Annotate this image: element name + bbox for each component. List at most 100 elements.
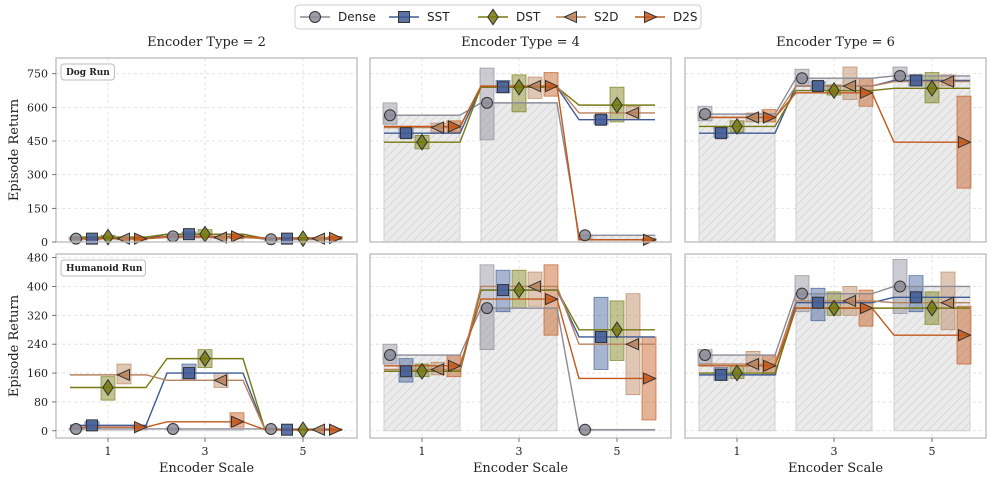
series-line-dense xyxy=(699,75,970,115)
y-tick-label: 750 xyxy=(27,68,48,81)
legend-marker-dense xyxy=(309,11,321,23)
panel-frame xyxy=(369,253,672,439)
dense-bar xyxy=(698,113,776,243)
marker-sst xyxy=(910,291,922,304)
marker-s2d xyxy=(527,280,541,293)
y-tick-label: 320 xyxy=(27,309,48,322)
marker-s2d xyxy=(430,363,444,376)
marker-s2d xyxy=(430,121,444,134)
marker-sst xyxy=(910,74,922,87)
y-tick-label: 160 xyxy=(27,367,48,380)
marker-sst xyxy=(86,232,98,245)
marker-d2s xyxy=(643,372,657,385)
legend-label-dense: Dense xyxy=(338,10,376,24)
marker-d2s xyxy=(329,423,343,436)
marker-dense xyxy=(265,422,277,435)
marker-d2s xyxy=(958,135,972,149)
marker-sst xyxy=(715,368,727,381)
legend-entry-dst: DST xyxy=(478,8,541,26)
y-axis-label: Episode Return xyxy=(7,294,22,397)
x-tick-label: 1 xyxy=(419,445,426,458)
x-tick-label: 1 xyxy=(105,445,112,458)
panel-humanoid-run-col2: 1 3 5 Encoder Scale xyxy=(369,253,672,476)
panel-title: Encoder Type = 4 xyxy=(461,35,580,50)
marker-s2d xyxy=(842,294,856,308)
marker-d2s xyxy=(958,328,972,342)
x-tick-label: 3 xyxy=(202,445,209,458)
marker-dense xyxy=(579,229,591,242)
marker-d2s xyxy=(860,86,874,100)
marker-sst xyxy=(497,284,509,297)
legend-entry-s2d: S2D xyxy=(556,10,619,24)
marker-dense xyxy=(384,349,396,362)
marker-dense xyxy=(265,233,277,246)
task-label-box xyxy=(60,63,115,81)
marker-dense xyxy=(699,349,711,362)
x-tick-label: 3 xyxy=(516,445,523,458)
y-axis-label: Episode Return xyxy=(7,98,22,201)
marker-d2s xyxy=(231,415,245,429)
marker-dst xyxy=(199,350,211,368)
marker-s2d xyxy=(213,231,227,244)
marker-dense xyxy=(894,69,906,82)
marker-sst xyxy=(281,232,293,245)
panels: Encoder Type = 20150300450600750Episode … xyxy=(7,35,987,476)
legend-entry-d2s: D2S xyxy=(635,10,698,24)
marker-dst xyxy=(416,133,428,151)
task-label-box xyxy=(60,259,146,277)
marker-dense xyxy=(579,423,591,436)
marker-sst xyxy=(595,330,607,343)
panel-frame xyxy=(684,253,987,439)
marker-s2d xyxy=(116,368,130,382)
marker-s2d xyxy=(213,373,227,387)
series-line-dense xyxy=(384,307,655,431)
marker-sst xyxy=(183,367,195,380)
y-tick-label: 300 xyxy=(27,169,48,182)
marker-dst xyxy=(731,117,743,136)
panel-frame xyxy=(684,57,987,243)
marker-dense xyxy=(894,280,906,293)
marker-d2s xyxy=(763,359,777,373)
x-axis-label: Encoder Scale xyxy=(473,461,568,476)
y-tick-label: 450 xyxy=(27,135,48,148)
legend-marker-d2s xyxy=(644,10,658,24)
legend-label-d2s: D2S xyxy=(673,10,698,24)
task-label: Dog Run xyxy=(60,63,115,81)
marker-dense xyxy=(481,302,493,315)
marker-sst xyxy=(183,228,195,241)
legend-entry-dense: Dense xyxy=(300,10,376,24)
x-axis-label: Encoder Scale xyxy=(159,461,254,476)
marker-s2d xyxy=(625,106,639,120)
task-label: Humanoid Run xyxy=(60,259,146,277)
panel-frame xyxy=(55,57,358,243)
marker-d2s xyxy=(231,230,245,243)
legend: Dense SST DST S2D D2S xyxy=(294,4,702,30)
panel-background xyxy=(56,254,357,438)
marker-dst xyxy=(926,299,938,317)
marker-dst xyxy=(828,299,840,317)
y-tick-label: 240 xyxy=(27,338,48,351)
panel-frame xyxy=(55,253,358,439)
panel-dog-run-col3: Encoder Type = 6 xyxy=(684,35,987,243)
marker-dst xyxy=(513,281,525,299)
marker-dense xyxy=(796,72,808,85)
marker-d2s xyxy=(545,79,559,93)
y-tick-label: 80 xyxy=(34,396,48,409)
marker-sst xyxy=(812,296,824,309)
marker-sst xyxy=(812,80,824,93)
series-line-dense xyxy=(699,285,970,356)
y-tick-label: 0 xyxy=(41,425,48,438)
marker-sst xyxy=(281,423,293,436)
marker-s2d xyxy=(625,337,639,351)
marker-dense xyxy=(796,287,808,300)
panel-title: Encoder Type = 2 xyxy=(147,35,266,50)
marker-s2d xyxy=(745,357,759,371)
marker-dense xyxy=(167,422,179,435)
marker-dense xyxy=(699,108,711,121)
x-tick-label: 5 xyxy=(300,445,307,458)
panel-title: Encoder Type = 6 xyxy=(776,35,895,50)
panel-background xyxy=(56,58,357,242)
marker-dst xyxy=(513,78,525,96)
marker-dst xyxy=(926,79,938,97)
